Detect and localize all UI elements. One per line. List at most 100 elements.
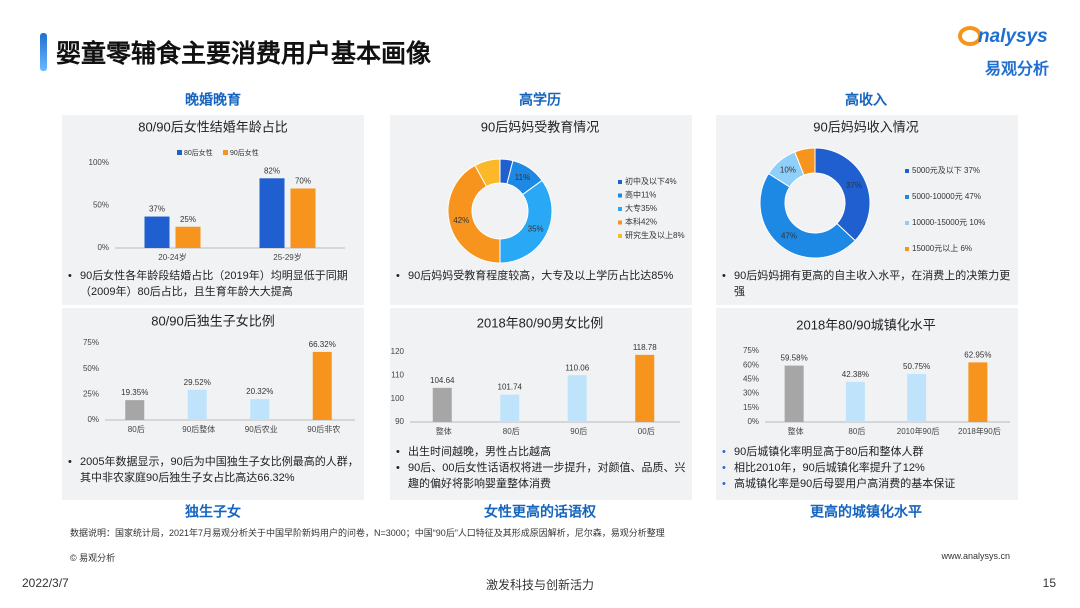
data-label: 37%: [846, 181, 862, 190]
x-tick-label: 80后: [503, 426, 520, 436]
data-label: 118.78: [633, 343, 657, 352]
logo-mark: [958, 26, 982, 46]
slice: [499, 179, 553, 264]
data-label: 25%: [180, 215, 196, 224]
chart-title: 80/90后独生子女比例: [151, 313, 275, 328]
logo-sub: 易观分析: [985, 61, 1050, 78]
legend-swatch: [905, 221, 909, 225]
section-header: 晚婚晚育: [185, 92, 241, 108]
chart-title: 2018年80/90男女比例: [477, 315, 603, 330]
bar: [845, 381, 865, 422]
bar: [312, 351, 332, 420]
bar: [144, 216, 170, 248]
chart-title: 2018年80/90城镇化水平: [796, 317, 935, 332]
bar: [125, 400, 145, 420]
y-tick-label: 45%: [743, 375, 759, 384]
y-tick-label: 30%: [743, 389, 759, 398]
data-label: 62.95%: [964, 351, 991, 360]
y-tick-label: 50%: [83, 364, 99, 373]
legend-swatch: [177, 150, 182, 155]
y-tick-label: 0%: [747, 417, 759, 426]
x-tick-label: 90后农业: [245, 424, 278, 434]
x-tick-label: 90后整体: [182, 424, 215, 434]
data-label: 66.32%: [309, 340, 336, 349]
page-number: 15: [1042, 576, 1056, 590]
bar: [175, 226, 201, 248]
bar: [432, 387, 452, 422]
legend-label: 初中及以下4%: [625, 176, 677, 186]
title-bar: [40, 33, 47, 71]
x-tick-label: 90后: [570, 426, 587, 436]
y-tick-label: 0%: [97, 243, 109, 252]
y-tick-label: 100%: [89, 158, 109, 167]
data-label: 11%: [515, 173, 530, 182]
data-label: 50.75%: [903, 362, 930, 371]
date: 2022/3/7: [22, 576, 69, 590]
data-label: 47%: [781, 232, 797, 241]
legend-label: 10000-15000元 10%: [912, 218, 985, 227]
legend-swatch: [905, 195, 909, 199]
y-tick-label: 0%: [87, 415, 99, 424]
data-label: 29.52%: [184, 378, 211, 387]
legend-swatch: [618, 180, 622, 184]
bar: [907, 373, 927, 422]
bar: [187, 389, 207, 420]
slice: [794, 147, 816, 176]
legend-label: 大专35%: [625, 203, 657, 213]
legend-swatch: [618, 234, 622, 238]
section-header: 高学历: [519, 92, 561, 108]
bar: [500, 394, 520, 422]
legend-label: 5000元及以下 37%: [912, 166, 980, 175]
data-label: 101.74: [498, 383, 523, 392]
chart-title: 80/90后女性结婚年龄占比: [138, 119, 288, 134]
legend-swatch: [618, 193, 622, 198]
y-tick-label: 60%: [743, 360, 759, 369]
x-tick-label: 00后: [638, 426, 655, 436]
data-label: 42.38%: [842, 370, 869, 379]
y-tick-label: 75%: [743, 346, 759, 355]
legend-label: 5000-10000元 47%: [912, 192, 981, 201]
x-tick-label: 整体: [788, 426, 804, 436]
x-tick-label: 80后: [848, 426, 865, 436]
slogan: 激发科技与创新活力: [485, 578, 594, 592]
legend-label: 80后女性: [184, 148, 213, 157]
legend-label: 90后女性: [230, 148, 259, 157]
x-tick-label: 整体: [436, 426, 452, 436]
bar: [250, 399, 270, 420]
bar: [259, 178, 285, 248]
data-label: 110.06: [565, 363, 589, 372]
x-tick-label: 2010年90后: [897, 426, 940, 436]
bar: [784, 365, 804, 422]
chart-title: 90后妈妈收入情况: [813, 119, 918, 134]
bullets: 90后城镇化率明显高于80后和整体人群相比2010年，90后城镇化率提升了12%…: [722, 444, 1012, 492]
bullet: 90后妈妈拥有更高的自主收入水平，在消费上的决策力更强: [722, 268, 1012, 300]
legend-swatch: [905, 247, 909, 251]
bullet: 出生时间越晚，男性占比越高: [396, 444, 686, 460]
slice: [447, 164, 501, 264]
bullet: 90后、00后女性话语权将进一步提升，对颜值、品质、兴趣的偏好将影响婴童整体消费: [396, 460, 686, 492]
legend-swatch: [618, 220, 622, 225]
data-label: 10%: [780, 165, 796, 174]
x-tick-label: 80后: [128, 424, 145, 434]
legend-label: 15000元以上 6%: [912, 244, 972, 253]
x-tick-label: 2018年90后: [958, 426, 1001, 436]
data-label: 35%: [528, 224, 544, 233]
section-header: 独生子女: [185, 504, 241, 520]
bar: [567, 375, 587, 422]
bullets: 90后妈妈拥有更高的自主收入水平，在消费上的决策力更强: [722, 268, 1012, 300]
chart-title: 90后妈妈受教育情况: [481, 119, 599, 134]
bullets: 90后女性各年龄段结婚占比（2019年）均明显低于同期（2009年）80后占比，…: [68, 268, 360, 300]
section-header: 更高的城镇化水平: [810, 504, 922, 520]
bar: [635, 354, 655, 422]
data-label: 42%: [453, 216, 469, 225]
bullet: 2005年数据显示，90后为中国独生子女比例最高的人群，其中非农家庭90后独生子…: [68, 454, 360, 486]
website: www.analysys.cn: [941, 551, 1010, 561]
data-label: 59.58%: [781, 354, 808, 363]
copyright: © 易观分析: [70, 553, 116, 563]
logo: nalysys: [978, 26, 1048, 47]
x-tick-label: 25-29岁: [273, 252, 301, 262]
section-header: 女性更高的话语权: [484, 504, 597, 520]
data-label: 37%: [149, 205, 165, 214]
